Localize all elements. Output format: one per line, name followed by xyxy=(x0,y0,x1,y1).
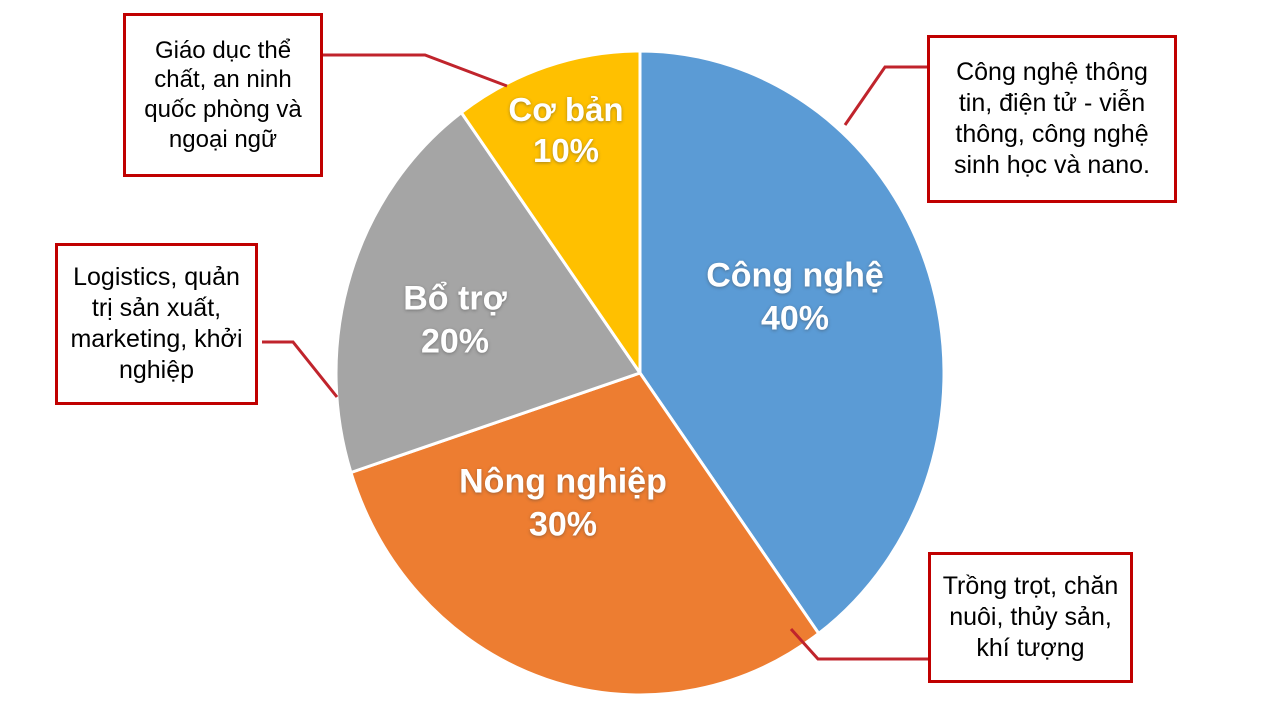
pie-slice-nong-nghiep xyxy=(349,371,821,697)
callout-box-bo-tro: Logistics, quản trị sản xuất, marketing,… xyxy=(55,243,258,405)
callout-box-co-ban: Giáo dục thể chất, an ninh quốc phòng và… xyxy=(123,13,323,177)
pie-slice-co-ban xyxy=(459,49,642,375)
pie-slices-group xyxy=(334,49,946,697)
callout-text: Trồng trọt, chăn nuôi, thủy sản, khí tượ… xyxy=(942,572,1119,662)
callout-line-cong-nghe xyxy=(843,65,927,126)
callout-box-cong-nghe: Công nghệ thông tin, điện tử - viễn thôn… xyxy=(927,35,1177,203)
callout-box-nong-nghiep: Trồng trọt, chăn nuôi, thủy sản, khí tượ… xyxy=(928,552,1133,683)
callout-line-bo-tro xyxy=(262,340,339,398)
callout-text: Logistics, quản trị sản xuất, marketing,… xyxy=(70,263,243,384)
pie-slice-bo-tro xyxy=(334,111,642,474)
callout-text: Công nghệ thông tin, điện tử - viễn thôn… xyxy=(954,58,1150,179)
callout-line-co-ban xyxy=(323,53,508,88)
callout-text: Giáo dục thể chất, an ninh quốc phòng và… xyxy=(144,36,302,153)
pie-slice-cong-nghe xyxy=(638,49,946,635)
callout-leader-lines xyxy=(262,53,928,661)
callout-line-nong-nghiep xyxy=(789,627,928,661)
